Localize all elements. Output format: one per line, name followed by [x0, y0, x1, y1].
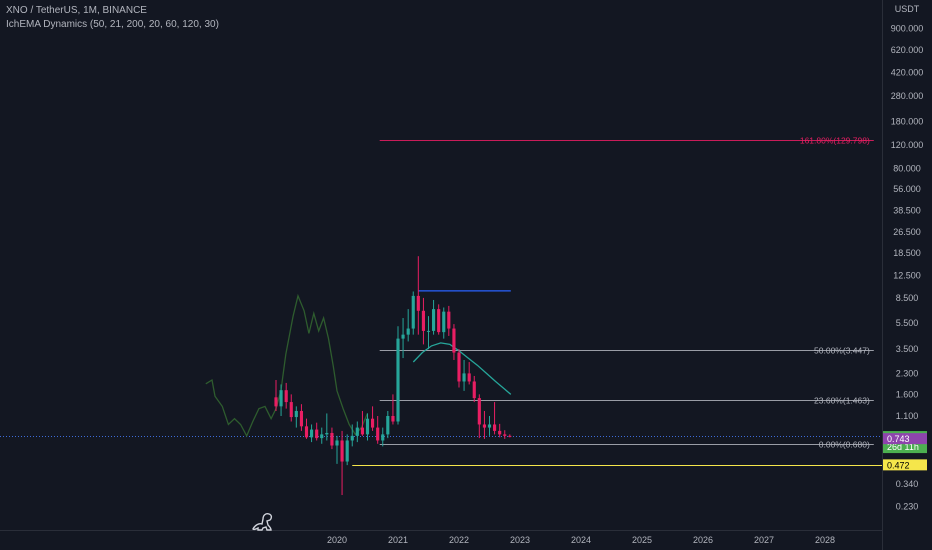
dinosaur-icon: [252, 513, 273, 531]
dinosaur-logo-shape: [252, 513, 273, 531]
candle-body: [498, 430, 502, 435]
candle-body: [330, 432, 334, 446]
candle-body: [350, 435, 354, 441]
price-badge: [883, 459, 927, 471]
price-tick-label: 3.500: [896, 344, 919, 354]
candle-body: [411, 295, 415, 329]
price-tick-label: 120.000: [891, 140, 924, 150]
time-tick-label: 2025: [632, 535, 652, 545]
price-badge-value: 0.472: [887, 460, 910, 470]
price-tick-label: 280.000: [891, 91, 924, 101]
time-tick-label: 2020: [327, 535, 347, 545]
candle-body: [320, 434, 324, 439]
candle-body: [396, 338, 400, 422]
indicator-title[interactable]: IchEMA Dynamics (50, 21, 200, 20, 60, 12…: [6, 19, 219, 30]
price-tick-label: 420.000: [891, 68, 924, 78]
candle-body: [503, 434, 507, 436]
time-tick-label: 2028: [815, 535, 835, 545]
fib-level-label: 23.60%(1.463): [814, 396, 870, 406]
time-tick-label: 2027: [754, 535, 774, 545]
candle-body: [365, 418, 370, 435]
candle-body: [421, 310, 426, 331]
price-tick-label: 1.600: [896, 389, 919, 399]
indicator-series-line: [205, 293, 369, 438]
candle-body: [299, 410, 304, 427]
price-tick-label: 5.500: [896, 318, 919, 328]
candle-body: [426, 330, 431, 332]
price-badge-value: 0.743: [887, 434, 910, 444]
candle-body: [391, 416, 395, 422]
price-tick-label: 8.500: [896, 293, 919, 303]
candle-body: [431, 309, 436, 331]
price-tick-label: 1.100: [896, 411, 919, 421]
candle-body: [335, 440, 339, 446]
price-badge-countdown: 26d 11h: [887, 442, 919, 452]
candle-body: [508, 435, 512, 437]
price-tick-label: 38.500: [893, 206, 921, 216]
price-tick-label: 0.230: [896, 501, 919, 511]
candle-body: [386, 416, 390, 435]
candle-body: [345, 440, 349, 462]
candle-body: [452, 328, 456, 353]
candle-body: [279, 390, 283, 407]
candle-body: [360, 427, 365, 435]
fib-level-label: 161.80%(129.798): [800, 136, 870, 146]
time-tick-label: 2024: [571, 535, 591, 545]
candle-body: [381, 434, 385, 441]
time-tick-label: 2022: [449, 535, 469, 545]
price-tick-label: 2.300: [896, 368, 919, 378]
candle-body: [437, 309, 441, 333]
price-tick-label: 0.340: [896, 479, 919, 489]
time-tick-label: 2023: [510, 535, 530, 545]
candle-body: [406, 328, 410, 335]
time-tick-label: 2021: [388, 535, 408, 545]
candle-body: [370, 418, 375, 428]
price-badge: [883, 433, 927, 445]
candle-body: [294, 410, 298, 418]
candle-body: [416, 295, 420, 311]
price-tick-label: 26.500: [893, 227, 921, 237]
price-axis-pane: [882, 0, 932, 550]
candle-body: [492, 424, 497, 431]
candle-body: [447, 311, 451, 329]
candle-body: [355, 427, 359, 436]
time-tick-label: 2026: [693, 535, 713, 545]
chart-legend: XNO / TetherUS, 1M, BINANCE IchEMA Dynam…: [6, 4, 219, 32]
price-axis-unit: USDT: [895, 4, 920, 14]
candle-body: [325, 432, 329, 435]
candle-body: [462, 373, 466, 382]
fib-level-label: 0.00%(0.680): [819, 440, 870, 450]
candle-body: [340, 440, 344, 462]
candle-body: [315, 429, 319, 439]
indicator-series-line: [412, 342, 512, 395]
candle-body: [309, 429, 314, 438]
candle-body: [304, 426, 309, 438]
symbol-title[interactable]: XNO / TetherUS, 1M, BINANCE: [6, 5, 147, 16]
candle-body: [482, 424, 487, 428]
price-tick-label: 80.000: [893, 163, 921, 173]
candle-body: [487, 424, 492, 428]
price-tick-label: 56.000: [893, 184, 921, 194]
candle-body: [442, 311, 446, 333]
candle-body: [274, 397, 278, 407]
candle-body: [376, 427, 380, 441]
candle-body: [289, 402, 293, 418]
price-tick-label: 12.500: [893, 271, 921, 281]
candle-body: [472, 381, 476, 399]
fib-level-label: 50.00%(3.447): [814, 346, 870, 356]
price-tick-label: 18.500: [893, 248, 921, 258]
candle-body: [401, 334, 405, 339]
price-tick-label: 900.000: [891, 24, 924, 34]
candle-body: [467, 373, 471, 382]
candle-body: [284, 390, 288, 403]
candle-body: [457, 352, 461, 382]
price-tick-label: 620.000: [891, 45, 924, 55]
candle-body: [477, 398, 481, 425]
price-tick-label: 180.000: [891, 117, 924, 127]
